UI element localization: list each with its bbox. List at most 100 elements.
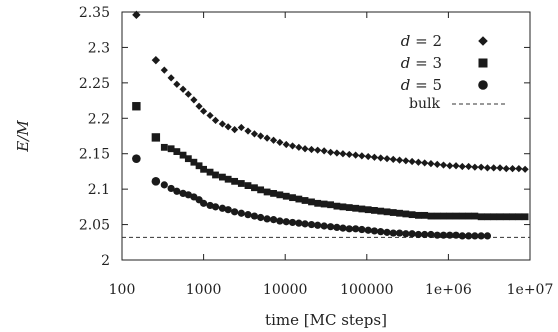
data-point <box>327 201 334 209</box>
data-point <box>471 163 479 171</box>
y-tick-label: 2.35 <box>79 5 110 21</box>
data-point <box>427 160 435 168</box>
data-point <box>244 127 252 135</box>
x-tick-label: 100000 <box>340 282 393 298</box>
data-point <box>352 225 360 233</box>
data-point <box>195 102 203 110</box>
data-point <box>383 155 391 163</box>
data-point <box>132 154 141 163</box>
data-point <box>414 158 423 166</box>
data-point <box>414 230 423 239</box>
data-point <box>364 206 372 214</box>
data-point <box>333 149 341 157</box>
data-point <box>132 10 141 20</box>
data-point <box>314 146 322 154</box>
data-point <box>295 219 303 227</box>
data-point <box>371 207 378 214</box>
x-tick-label: 1e+06 <box>425 282 472 298</box>
data-point <box>484 213 491 221</box>
data-point <box>465 212 473 220</box>
data-point <box>339 224 347 232</box>
data-point <box>490 164 498 172</box>
legend-value: = 2 <box>415 32 442 50</box>
data-point <box>521 213 529 221</box>
data-point <box>364 226 372 234</box>
legend-label: d = 2 <box>401 32 442 50</box>
data-point <box>352 204 360 212</box>
data-point <box>167 74 175 82</box>
data-point <box>200 199 208 207</box>
data-point <box>496 164 504 172</box>
data-point <box>151 55 161 65</box>
data-point <box>237 209 245 217</box>
y-tick-label: 2.3 <box>88 40 110 56</box>
data-point <box>377 154 385 162</box>
data-point <box>465 232 473 240</box>
data-point <box>218 120 227 128</box>
data-point <box>173 148 181 155</box>
data-point <box>395 229 404 237</box>
data-point <box>515 164 523 173</box>
legend-label: d = 5 <box>401 76 442 94</box>
data-point <box>389 229 397 237</box>
data-point <box>295 195 303 203</box>
data-point <box>352 151 360 159</box>
data-point <box>465 162 473 171</box>
x-axis-title: time [MC steps] <box>265 311 387 329</box>
data-point <box>477 232 485 240</box>
data-point <box>377 228 385 236</box>
data-point <box>402 210 410 218</box>
plot-frame <box>121 11 531 261</box>
data-point <box>483 164 492 172</box>
data-point <box>421 159 429 167</box>
data-point <box>160 143 168 151</box>
data-point <box>377 207 385 215</box>
data-point <box>383 228 391 236</box>
data-point <box>219 173 226 181</box>
data-point <box>224 123 232 131</box>
data-point <box>257 132 265 140</box>
data-point <box>244 211 252 219</box>
y-tick-label: 2.2 <box>88 111 110 127</box>
data-point <box>151 133 161 142</box>
data-point <box>251 184 258 192</box>
data-point <box>184 191 192 199</box>
legend-marker <box>478 80 488 90</box>
data-point <box>320 222 328 230</box>
legend-value: = 3 <box>415 54 442 72</box>
data-point <box>282 218 290 226</box>
data-point <box>301 145 309 153</box>
data-point <box>195 162 203 170</box>
data-point <box>244 182 252 189</box>
data-point <box>477 163 485 171</box>
data-point <box>276 217 284 225</box>
data-point <box>320 147 328 155</box>
data-point <box>173 80 181 88</box>
data-point <box>383 208 391 216</box>
data-point <box>263 134 271 142</box>
y-tick-label: 2.25 <box>79 76 110 92</box>
data-point <box>173 187 181 195</box>
data-point <box>358 152 366 160</box>
data-point <box>496 213 504 221</box>
data-point <box>439 231 448 239</box>
data-point <box>308 198 315 206</box>
data-point <box>184 155 192 163</box>
data-point <box>446 212 454 220</box>
data-point <box>345 225 353 233</box>
data-point <box>333 223 341 232</box>
data-point <box>282 140 290 149</box>
data-point <box>452 231 460 239</box>
data-point <box>167 145 175 153</box>
x-tick-label: 1000 <box>186 282 222 298</box>
data-point <box>433 212 441 220</box>
data-point <box>151 177 161 186</box>
legend-variable: d <box>401 54 415 72</box>
data-point <box>301 197 309 204</box>
series-diamond <box>132 10 529 173</box>
data-point <box>295 143 303 151</box>
data-point <box>224 206 232 214</box>
data-point <box>250 212 259 220</box>
legend-marker <box>478 58 488 68</box>
x-tick-label: 100 <box>109 282 136 298</box>
